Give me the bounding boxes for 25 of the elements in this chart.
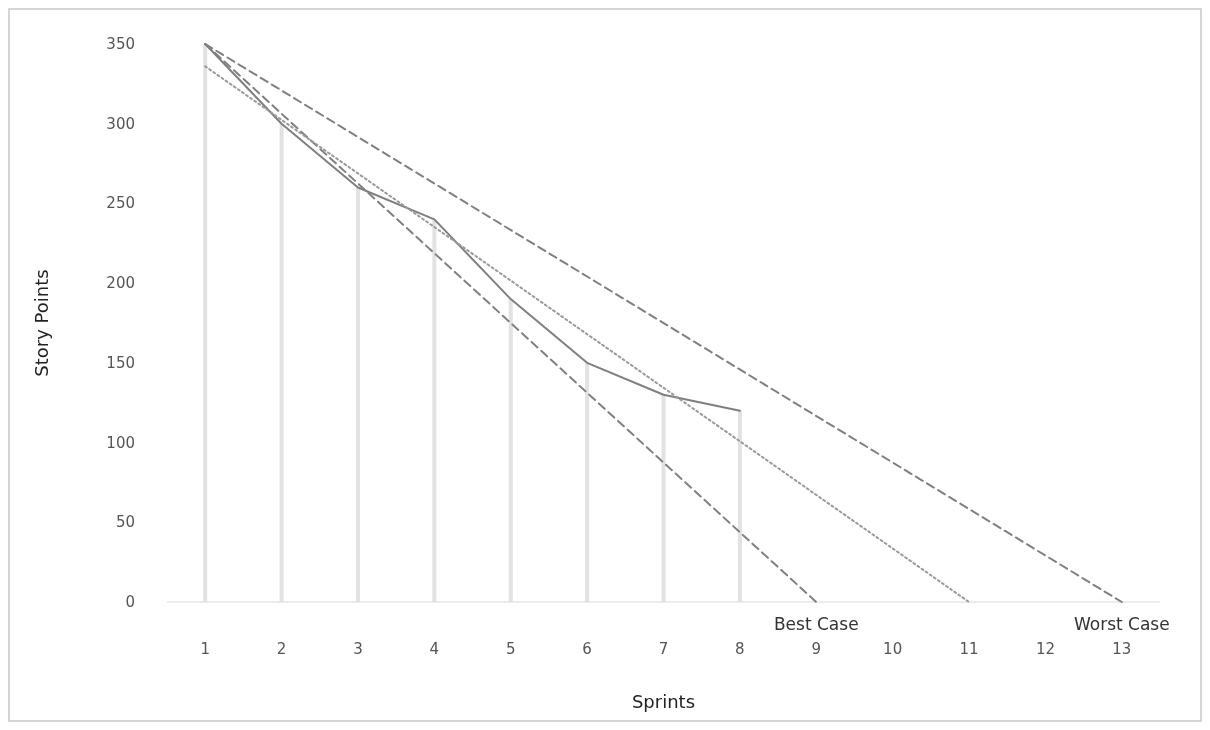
x-tick-label: 2 <box>276 640 287 658</box>
y-tick-label: 350 <box>106 35 135 53</box>
series-label: Best Case <box>773 614 859 634</box>
y-tick-label: 150 <box>106 353 135 372</box>
series-label: Worst Case <box>1073 614 1170 634</box>
y-tick-label: 300 <box>106 114 135 133</box>
x-axis-title: Sprints <box>631 691 696 712</box>
x-tick-label: 3 <box>353 640 363 658</box>
x-tick-label: 11 <box>959 640 979 658</box>
x-tick-label: 8 <box>735 640 745 658</box>
x-tick-label: 9 <box>811 640 822 658</box>
x-tick-label: 6 <box>582 640 592 658</box>
x-tick-label: 4 <box>429 640 440 658</box>
y-tick-label: 200 <box>106 274 135 293</box>
y-tick-label: 100 <box>106 433 135 452</box>
x-tick-label: 12 <box>1035 640 1055 658</box>
x-tick-label: 13 <box>1112 640 1132 658</box>
x-tick-label: 1 <box>200 640 210 658</box>
y-tick-label: 50 <box>115 513 135 532</box>
y-axis-title: Story Points <box>31 269 52 377</box>
x-tick-label: 10 <box>883 640 903 658</box>
y-tick-label: 250 <box>106 194 135 213</box>
x-tick-label: 7 <box>658 640 669 658</box>
x-tick-label: 5 <box>505 640 516 658</box>
y-tick-label: 0 <box>125 593 135 611</box>
